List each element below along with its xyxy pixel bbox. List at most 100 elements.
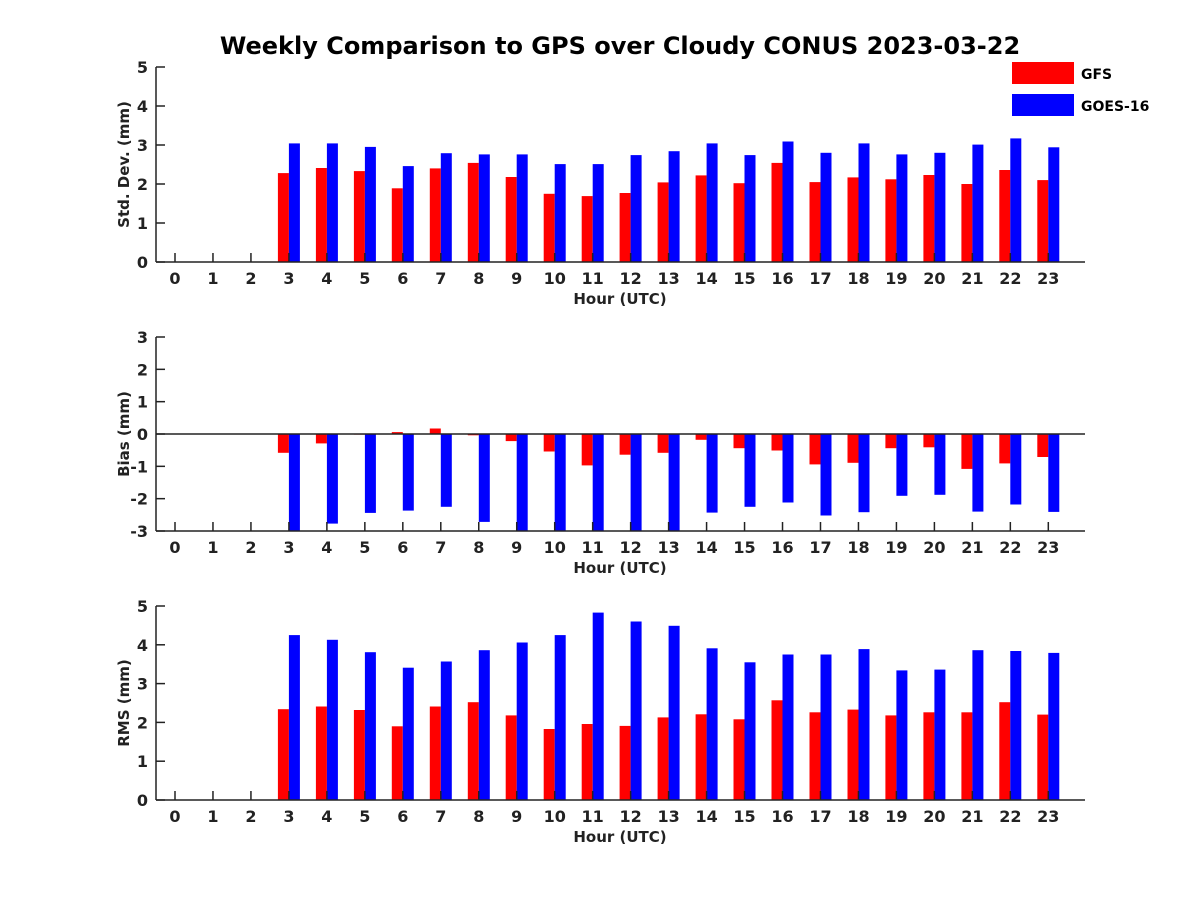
y-tick-label: 4 <box>137 97 148 116</box>
bar-goes-16-hour-6 <box>402 166 414 262</box>
bar-gfs-hour-20 <box>923 712 935 800</box>
x-tick-label: 19 <box>885 538 907 557</box>
bar-goes-16-hour-14 <box>706 648 718 800</box>
bar-gfs-hour-9 <box>505 177 517 262</box>
x-tick-label: 23 <box>1037 538 1059 557</box>
x-tick-label: 21 <box>961 807 983 826</box>
bar-goes-16-hour-22 <box>1010 651 1022 800</box>
bar-goes-16-hour-3 <box>288 434 300 531</box>
bar-goes-16-hour-5 <box>364 146 376 262</box>
bar-gfs-hour-4 <box>315 168 327 262</box>
bar-gfs-hour-21 <box>961 712 973 800</box>
bar-goes-16-hour-20 <box>934 669 946 800</box>
bar-gfs-hour-13 <box>657 717 669 800</box>
legend-label-gfs: GFS <box>1081 67 1112 83</box>
bar-gfs-hour-10 <box>543 434 555 452</box>
bar-goes-16-hour-9 <box>516 434 528 531</box>
x-tick-label: 5 <box>359 269 370 288</box>
bar-goes-16-hour-15 <box>744 662 756 800</box>
bar-goes-16-hour-11 <box>592 612 604 800</box>
bar-gfs-hour-12 <box>619 193 631 262</box>
bar-goes-16-hour-7 <box>440 661 452 800</box>
y-tick-label: 1 <box>137 393 148 412</box>
bar-goes-16-hour-17 <box>820 434 832 516</box>
bar-goes-16-hour-10 <box>554 434 566 531</box>
bar-goes-16-hour-8 <box>478 650 490 800</box>
bar-gfs-hour-14 <box>695 434 707 440</box>
bar-gfs-hour-5 <box>353 710 365 800</box>
bar-goes-16-hour-5 <box>364 652 376 800</box>
y-axis-label: Std. Dev. (mm) <box>115 101 133 228</box>
bar-gfs-hour-9 <box>505 715 517 800</box>
y-tick-label: -1 <box>130 457 148 476</box>
y-tick-label: 3 <box>137 136 148 155</box>
x-tick-label: 8 <box>473 807 484 826</box>
bar-gfs-hour-21 <box>961 184 973 262</box>
bar-goes-16-hour-16 <box>782 654 794 800</box>
bar-gfs-hour-13 <box>657 182 669 262</box>
x-tick-label: 1 <box>207 538 218 557</box>
x-tick-label: 22 <box>999 538 1021 557</box>
bar-gfs-hour-17 <box>809 434 821 465</box>
bar-gfs-hour-10 <box>543 193 555 263</box>
bar-goes-16-hour-18 <box>858 434 870 513</box>
bar-goes-16-hour-17 <box>820 152 832 262</box>
bar-gfs-hour-8 <box>467 702 479 800</box>
bar-gfs-hour-4 <box>315 706 327 800</box>
bar-goes-16-hour-13 <box>668 151 680 262</box>
y-tick-label: 2 <box>137 713 148 732</box>
y-axis-label: Bias (mm) <box>115 391 133 477</box>
bar-gfs-hour-23 <box>1037 434 1049 457</box>
x-tick-label: 2 <box>245 538 256 557</box>
bar-goes-16-hour-20 <box>934 434 946 495</box>
x-tick-label: 20 <box>923 269 945 288</box>
bar-gfs-hour-16 <box>771 162 783 262</box>
bar-gfs-hour-10 <box>543 729 555 800</box>
x-tick-label: 6 <box>397 807 408 826</box>
x-tick-label: 13 <box>657 538 679 557</box>
bar-goes-16-hour-12 <box>630 621 642 800</box>
x-tick-label: 20 <box>923 807 945 826</box>
bar-goes-16-hour-13 <box>668 434 680 531</box>
bar-goes-16-hour-21 <box>972 434 984 512</box>
bar-gfs-hour-11 <box>581 196 593 262</box>
bar-gfs-hour-19 <box>885 179 897 262</box>
x-tick-label: 4 <box>321 538 332 557</box>
x-tick-label: 18 <box>847 538 869 557</box>
y-tick-label: 0 <box>137 425 148 444</box>
x-axis-label: Hour (UTC) <box>573 828 666 846</box>
bar-goes-16-hour-15 <box>744 155 756 262</box>
bar-goes-16-hour-22 <box>1010 138 1022 262</box>
bar-goes-16-hour-13 <box>668 625 680 800</box>
x-tick-label: 3 <box>283 538 294 557</box>
x-tick-label: 23 <box>1037 807 1059 826</box>
bar-goes-16-hour-10 <box>554 635 566 800</box>
x-tick-label: 10 <box>544 807 566 826</box>
x-tick-label: 21 <box>961 269 983 288</box>
x-tick-label: 2 <box>245 269 256 288</box>
bar-gfs-hour-23 <box>1037 180 1049 262</box>
bar-gfs-hour-6 <box>391 726 403 800</box>
x-tick-label: 18 <box>847 269 869 288</box>
x-tick-label: 12 <box>620 538 642 557</box>
x-tick-label: 6 <box>397 269 408 288</box>
bar-goes-16-hour-20 <box>934 152 946 262</box>
x-axis-label: Hour (UTC) <box>573 290 666 308</box>
bar-gfs-hour-15 <box>733 434 745 449</box>
bar-goes-16-hour-19 <box>896 670 908 800</box>
bar-gfs-hour-7 <box>429 428 441 434</box>
bar-goes-16-hour-19 <box>896 154 908 262</box>
bar-goes-16-hour-6 <box>402 434 414 511</box>
x-tick-label: 18 <box>847 807 869 826</box>
bar-gfs-hour-23 <box>1037 714 1049 800</box>
x-tick-label: 21 <box>961 538 983 557</box>
bar-goes-16-hour-16 <box>782 434 794 503</box>
bar-gfs-hour-7 <box>429 168 441 262</box>
bar-gfs-hour-20 <box>923 434 935 448</box>
x-tick-label: 11 <box>582 269 604 288</box>
x-tick-label: 10 <box>544 269 566 288</box>
bar-goes-16-hour-7 <box>440 153 452 262</box>
